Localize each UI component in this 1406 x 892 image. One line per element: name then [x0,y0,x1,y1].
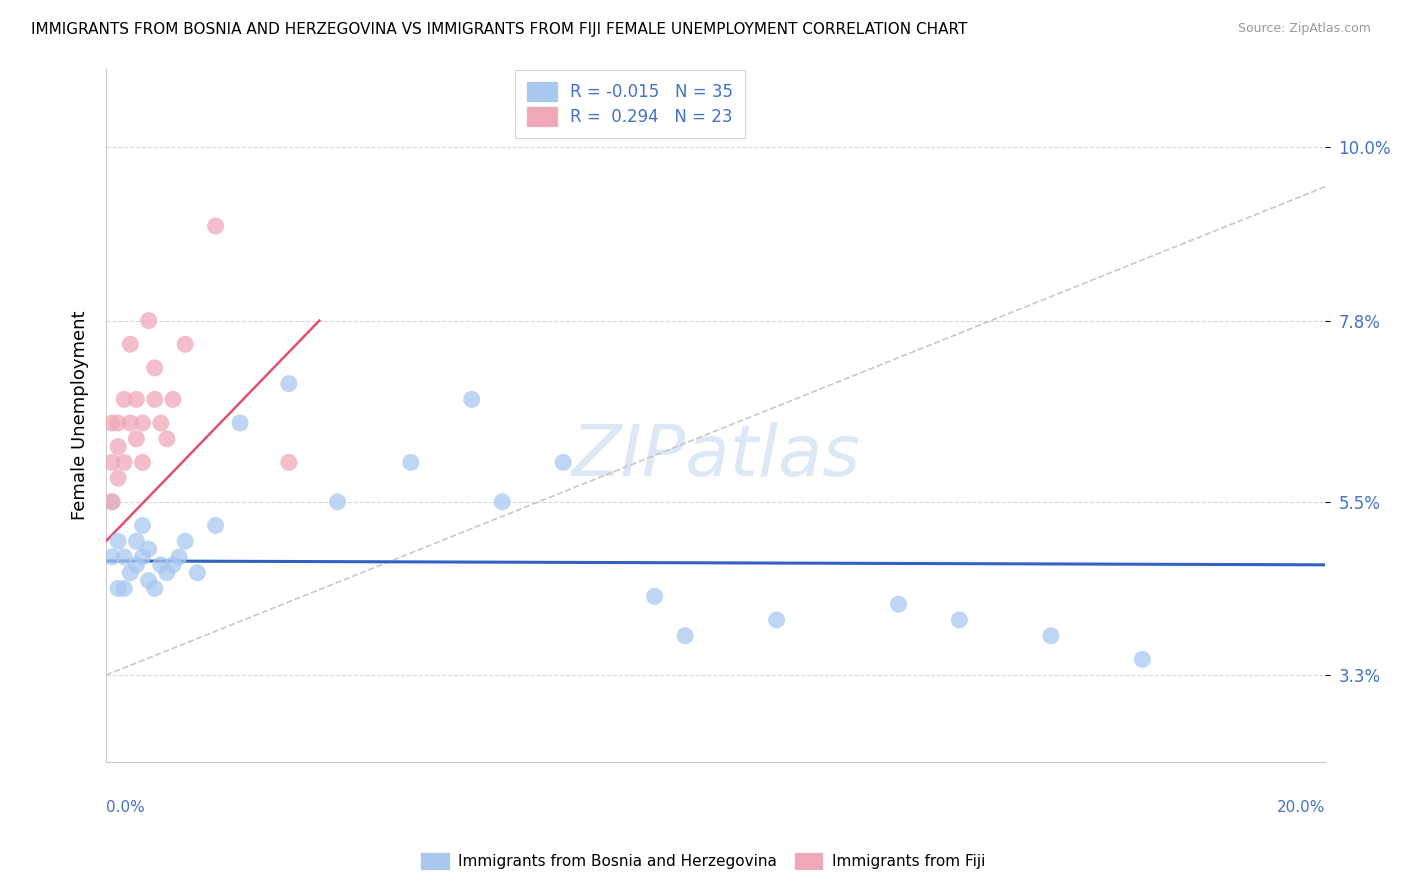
Point [101,495,124,509]
Point [143,582,166,596]
Point [107,534,129,549]
Point [143,392,166,407]
Point [156,566,179,580]
Point [204,518,226,533]
Point [156,432,179,446]
Point [229,416,252,430]
Point [162,392,184,407]
Point [948,613,970,627]
Point [125,432,148,446]
Text: 20.0%: 20.0% [1277,800,1326,815]
Point [107,440,129,454]
Point [644,590,666,604]
Point [399,455,422,469]
Point [491,495,513,509]
Point [101,549,124,564]
Y-axis label: Female Unemployment: Female Unemployment [72,310,89,520]
Point [174,337,197,351]
Point [112,392,135,407]
Point [131,518,153,533]
Point [131,455,153,469]
Text: 0.0%: 0.0% [105,800,145,815]
Point [138,542,160,557]
Point [167,549,190,564]
Legend: Immigrants from Bosnia and Herzegovina, Immigrants from Fiji: Immigrants from Bosnia and Herzegovina, … [415,847,991,875]
Point [1132,652,1154,666]
Point [277,376,299,391]
Point [186,566,208,580]
Point [326,495,349,509]
Point [107,471,129,485]
Text: Source: ZipAtlas.com: Source: ZipAtlas.com [1237,22,1371,36]
Point [149,416,172,430]
Point [277,455,299,469]
Point [112,455,135,469]
Point [149,558,172,572]
Point [120,566,142,580]
Text: ZIPatlas: ZIPatlas [571,422,860,491]
Point [174,534,197,549]
Point [120,337,142,351]
Point [1039,629,1062,643]
Point [138,574,160,588]
Point [138,313,160,327]
Point [112,549,135,564]
Point [125,534,148,549]
Point [553,455,575,469]
Point [887,597,910,611]
Point [107,582,129,596]
Point [204,219,226,233]
Point [673,629,696,643]
Point [143,360,166,375]
Point [125,392,148,407]
Legend: R = -0.015   N = 35, R =  0.294   N = 23: R = -0.015 N = 35, R = 0.294 N = 23 [516,70,745,137]
Point [461,392,484,407]
Point [162,558,184,572]
Point [107,416,129,430]
Point [131,416,153,430]
Point [101,495,124,509]
Point [125,558,148,572]
Text: IMMIGRANTS FROM BOSNIA AND HERZEGOVINA VS IMMIGRANTS FROM FIJI FEMALE UNEMPLOYME: IMMIGRANTS FROM BOSNIA AND HERZEGOVINA V… [31,22,967,37]
Point [120,416,142,430]
Point [101,455,124,469]
Point [765,613,787,627]
Point [101,416,124,430]
Point [131,549,153,564]
Point [112,582,135,596]
